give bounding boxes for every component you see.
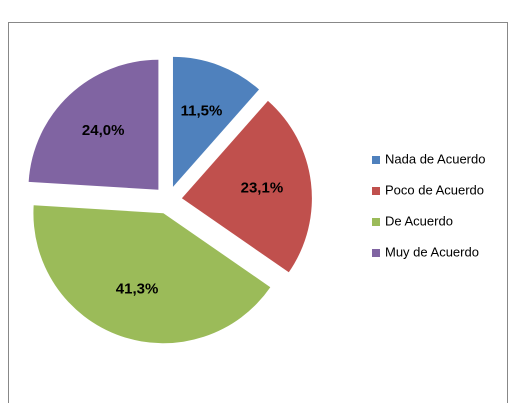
pie-slice [33,205,271,344]
data-label: 23,1% [241,180,284,197]
legend-swatch [372,156,380,164]
data-label: 11,5% [181,102,223,119]
pie-slice [181,100,312,273]
legend-label: Muy de Acuerdo [385,244,479,259]
legend-label: De Acuerdo [385,213,453,228]
pie-slice [172,56,259,187]
legend-label: Nada de Acuerdo [385,151,485,166]
legend-swatch [372,249,380,257]
data-label: 24,0% [82,122,125,139]
data-label: 41,3% [116,280,159,297]
legend-label: Poco de Acuerdo [385,182,484,197]
pie-slice [28,59,159,190]
legend-swatch [372,218,380,226]
legend-swatch [372,187,380,195]
